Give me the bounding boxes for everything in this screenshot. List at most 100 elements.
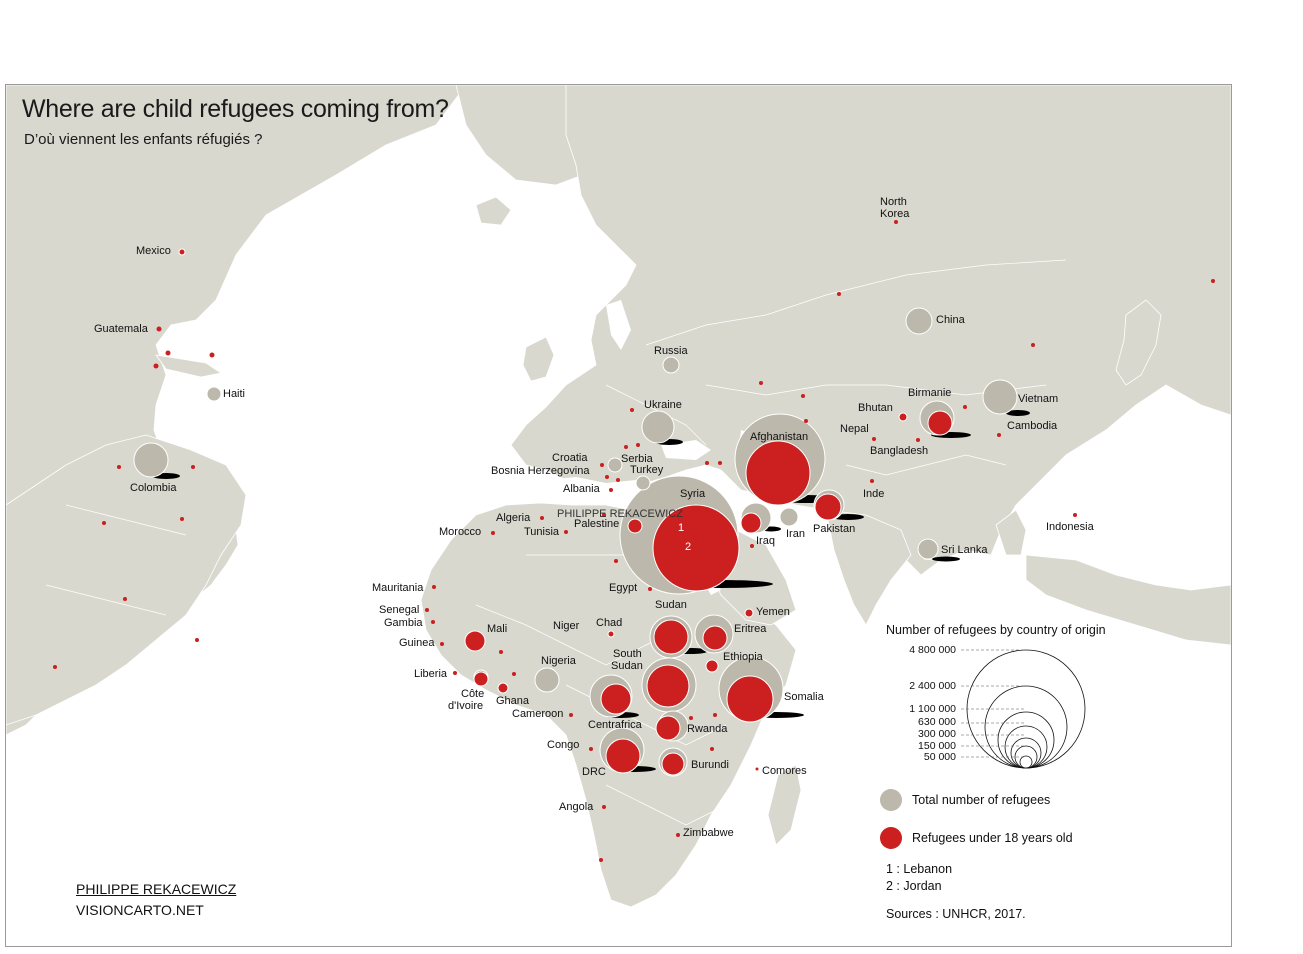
marker (1073, 513, 1077, 517)
label-tunisia: Tunisia (524, 526, 560, 538)
bubble-u18-burundi (661, 752, 685, 776)
marker (718, 461, 722, 465)
shadow-vietnam (1006, 410, 1030, 416)
marker (609, 488, 613, 492)
marker (123, 597, 127, 601)
label-liberia: Liberia (414, 668, 448, 680)
label-gambia: Gambia (384, 617, 423, 629)
label-congo: Congo (547, 739, 579, 751)
bubble-total-china (905, 307, 933, 335)
label-niger: Niger (553, 620, 580, 632)
label-south: South (613, 648, 642, 660)
map-frame: Mexico Guatemala Haiti Colombia Russia U… (5, 84, 1232, 947)
label-pakistan: Pakistan (813, 523, 855, 535)
label-guatemala: Guatemala (94, 323, 149, 335)
legend-title: Number of refugees by country of origin (886, 623, 1106, 637)
label-sri-lanka: Sri Lanka (941, 544, 988, 556)
marker (605, 475, 609, 479)
marker (564, 530, 568, 534)
label-birmanie: Birmanie (908, 387, 951, 399)
label-mexico: Mexico (136, 245, 171, 257)
bubble-total-ukraine (641, 410, 675, 444)
marker (1031, 343, 1035, 347)
legend-under18-label: Refugees under 18 years old (912, 831, 1073, 845)
bubble-u18-cote-divoire (473, 671, 489, 687)
bubble-u18-yemen (744, 608, 754, 618)
label-divoire: d'Ivoire (448, 700, 483, 712)
iceland (475, 196, 512, 226)
label-turkey: Turkey (630, 464, 664, 476)
marker (512, 672, 516, 676)
marker (870, 479, 874, 483)
marker (117, 465, 121, 469)
japan (1115, 299, 1162, 386)
label-croatia: Croatia (552, 452, 588, 464)
legend-total-label: Total number of refugees (912, 793, 1051, 807)
legend-value: 4 800 000 (909, 644, 956, 656)
marker (165, 350, 171, 356)
label-eritrea: Eritrea (734, 623, 767, 635)
bubble-u18-ethiopia (705, 659, 719, 673)
marker (1211, 279, 1215, 283)
label-angola: Angola (559, 801, 594, 813)
bubble-u18-palestine (627, 518, 643, 534)
bubble-u18-comores (754, 766, 760, 772)
label-senegal: Senegal (379, 604, 419, 616)
map-title: Where are child refugees coming from? (22, 95, 449, 123)
bubble-total-russia (662, 356, 680, 374)
marker (191, 465, 195, 469)
shadow-sri-lanka (932, 556, 960, 562)
baltic-sea (606, 300, 631, 350)
label-algeria: Algeria (496, 512, 531, 524)
bubble-total-turkey (635, 475, 651, 491)
label-iran: Iran (786, 528, 805, 540)
marker (648, 587, 652, 591)
marker (209, 352, 215, 358)
label-iraq: Iraq (756, 535, 775, 547)
bubble-u18-bhutan (898, 412, 908, 422)
marker (801, 394, 805, 398)
marker (710, 747, 714, 751)
bubble-total-sri-lanka (917, 538, 939, 560)
bubble-total-serbia (607, 457, 623, 473)
label-bhutan: Bhutan (858, 402, 893, 414)
label-palestine: Palestine (574, 518, 619, 530)
marker-1-lebanon: 1 (678, 522, 684, 534)
marker (713, 713, 717, 717)
marker (676, 833, 680, 837)
credit-author: PHILIPPE REKACEWICZ (76, 881, 237, 897)
marker (837, 292, 841, 296)
marker (600, 463, 604, 467)
bubble-total-iran (779, 507, 799, 527)
bubble-u18-iraq (740, 512, 762, 534)
label-chad: Chad (596, 617, 622, 629)
legend-value: 2 400 000 (909, 680, 956, 692)
marker (963, 405, 967, 409)
marker (602, 513, 606, 517)
label-ukraine: Ukraine (644, 399, 682, 411)
marker (636, 443, 640, 447)
label-indonesia: Indonesia (1046, 521, 1095, 533)
british-isles (522, 336, 555, 382)
bubble-u18-syria (652, 504, 740, 592)
south-america (6, 434, 247, 726)
marker (689, 716, 693, 720)
label-centrafrica: Centrafrica (588, 719, 643, 731)
black-sea (661, 440, 711, 460)
marker (440, 642, 444, 646)
marker (872, 437, 876, 441)
legend-leaders (961, 649, 1026, 758)
label-somalia: Somalia (784, 691, 825, 703)
land-masses (6, 85, 1231, 908)
bubble-u18-mali (464, 630, 486, 652)
bubble-u18-sudan (653, 619, 689, 655)
label-albania: Albania (563, 483, 601, 495)
bubble-u18-birmanie (927, 410, 953, 436)
marker (540, 516, 544, 520)
marker (750, 544, 754, 548)
label-colombia: Colombia (130, 482, 177, 494)
marker (153, 363, 159, 369)
label-vietnam: Vietnam (1018, 393, 1058, 405)
marker (894, 220, 898, 224)
indonesia-islands (1025, 554, 1231, 646)
